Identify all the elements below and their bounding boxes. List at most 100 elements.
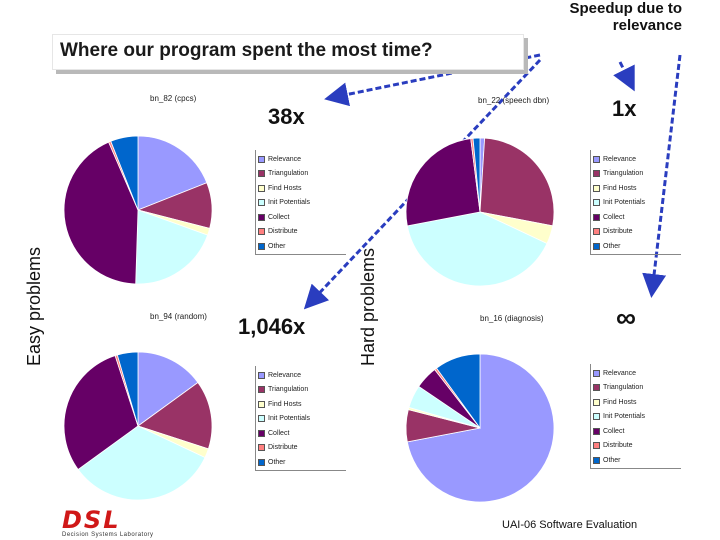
legend-label: Relevance	[603, 155, 637, 163]
logo-subtext: Decision Systems Laboratory	[62, 532, 154, 538]
legend-label: Collect	[268, 213, 290, 221]
legend-label: Distribute	[603, 442, 633, 450]
pie-slice-triangulation	[479, 137, 555, 227]
legend-label: Find Hosts	[268, 184, 302, 192]
pie-title-bn94: bn_94 (random)	[150, 312, 207, 321]
pie-slice-other	[472, 137, 481, 213]
legend-item: Init Potentials	[258, 196, 310, 211]
easy-problems-label: Easy problems	[24, 246, 44, 366]
legend-swatch	[258, 429, 265, 437]
legend-label: Find Hosts	[268, 400, 302, 408]
pie-slice-relevance	[137, 351, 199, 427]
legend-item: Find Hosts	[593, 395, 645, 410]
legend-swatch	[258, 213, 265, 221]
logo-text: DSL	[62, 506, 121, 534]
legend-swatch	[593, 398, 600, 406]
legend-item: Relevance	[258, 368, 310, 383]
legend-label: Relevance	[268, 371, 302, 379]
legend-swatch	[593, 427, 600, 435]
legend-label: Other	[268, 242, 286, 250]
title-box	[52, 34, 524, 70]
footer-text: UAI-06 Software Evaluation	[502, 519, 638, 531]
legend-label: Triangulation	[268, 170, 309, 178]
legend-swatch	[593, 369, 600, 377]
legend-label: Triangulation	[603, 170, 644, 178]
legend-item: Triangulation	[593, 381, 645, 396]
legend-item: Distribute	[593, 225, 645, 240]
legend-bn16: Relevance Triangulation Find Hosts Init Pot…	[593, 366, 645, 468]
legend-item: Collect	[258, 210, 310, 225]
legend-item: Other	[593, 453, 645, 468]
pie-slice-other	[116, 351, 139, 427]
legend-swatch	[593, 384, 600, 392]
legend-label: Collect	[603, 213, 625, 221]
legend-item: Relevance	[593, 152, 645, 167]
legend-frame-bn82	[255, 150, 346, 255]
pie-slice-init-potentials	[406, 211, 548, 287]
legend-item: Triangulation	[593, 167, 645, 182]
legend-item: Init Potentials	[593, 410, 645, 425]
legend-item: Collect	[593, 210, 645, 225]
legend-bn22: Relevance Triangulation Find Hosts Init Pot…	[593, 152, 645, 254]
legend-label: Find Hosts	[603, 398, 637, 406]
legend-label: Init Potentials	[603, 413, 646, 421]
legend-label: Relevance	[268, 155, 302, 163]
pie-chart-bn16	[405, 353, 555, 503]
legend-swatch	[593, 184, 600, 192]
legend-swatch	[593, 155, 600, 163]
pie-title-bn22: bn_22 (speech dbn)	[478, 96, 550, 105]
legend-swatch	[258, 228, 265, 236]
legend-swatch	[258, 371, 265, 379]
legend-label: Collect	[268, 429, 290, 437]
hard-problems-label: Hard problems	[358, 247, 378, 366]
pie-chart-bn94	[63, 351, 213, 501]
legend-item: Other	[593, 239, 645, 254]
legend-swatch	[593, 213, 600, 221]
annotation-38x: 38x	[268, 104, 305, 129]
legend-item: Find Hosts	[258, 181, 310, 196]
pie-title-bn16: bn_16 (diagnosis)	[480, 314, 544, 323]
legend-bn94: Relevance Triangulation Find Hosts Init Pot…	[258, 368, 310, 470]
pie-title-bn82: bn_82 (cpcs)	[150, 94, 197, 103]
pie-chart-bn22	[405, 137, 555, 287]
legend-swatch	[593, 456, 600, 464]
legend-item: Distribute	[593, 439, 645, 454]
slide-title: Where our program spent the most time?	[60, 40, 433, 61]
legend-label: Init Potentials	[603, 199, 646, 207]
legend-label: Init Potentials	[268, 415, 311, 423]
pie-slice-collect	[63, 355, 139, 471]
legend-label: Other	[268, 458, 286, 466]
legend-item: Init Potentials	[258, 412, 310, 427]
pie-slice-collect	[63, 141, 139, 285]
legend-item: Distribute	[258, 441, 310, 456]
annotation-1046x: 1,046x	[238, 314, 306, 339]
legend-item: Triangulation	[258, 383, 310, 398]
legend-swatch	[593, 170, 600, 178]
legend-frame-bn94	[255, 366, 346, 471]
legend-item: Find Hosts	[593, 181, 645, 196]
legend-swatch	[258, 184, 265, 192]
speedup-label: Speedup due to relevance	[569, 0, 683, 34]
legend-label: Other	[603, 242, 621, 250]
pie-slice-collect	[405, 138, 481, 227]
pie-slice-init-potentials	[135, 209, 209, 285]
pie-chart-bn82	[63, 135, 213, 285]
legend-item: Other	[258, 455, 310, 470]
legend-label: Collect	[603, 427, 625, 435]
legend-swatch	[258, 242, 265, 250]
legend-bn82: Relevance Triangulation Find Hosts Init Pot…	[258, 152, 310, 254]
pie-slice-init-potentials	[77, 425, 206, 501]
legend-item: Triangulation	[258, 167, 310, 182]
arrow-to-1x	[613, 61, 635, 92]
annotation-infinity: ∞	[616, 302, 636, 333]
legend-swatch	[258, 170, 265, 178]
dsl-logo: DSL Decision Systems Laboratory	[62, 508, 154, 538]
legend-label: Distribute	[603, 228, 633, 236]
legend-item: Init Potentials	[593, 196, 645, 211]
legend-swatch	[258, 155, 265, 163]
legend-swatch	[258, 400, 265, 408]
legend-item: Relevance	[593, 366, 645, 381]
legend-label: Distribute	[268, 228, 298, 236]
